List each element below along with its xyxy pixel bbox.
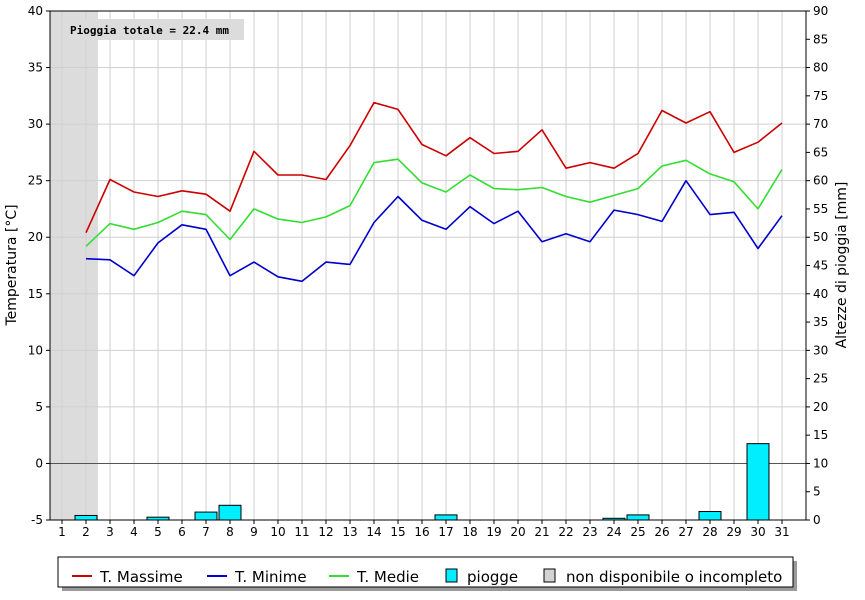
legend-label-avg: T. Medie [356, 568, 419, 586]
rain-bar-day-17 [434, 514, 458, 521]
y-left-tick-label: 20 [28, 230, 43, 244]
y-left-tick-label: 5 [35, 400, 43, 414]
legend-label-max: T. Massime [99, 568, 183, 586]
series-line-min [85, 179, 783, 283]
y-axis-left-label: Temperatura [°C] [4, 204, 20, 326]
y-right-tick-label: 30 [813, 343, 828, 357]
y-right-tick-label: 55 [813, 202, 828, 216]
y-right-tick-label: 50 [813, 230, 828, 244]
y-left-tick-label: 10 [28, 343, 43, 357]
x-tick-label: 11 [294, 525, 309, 539]
x-tick-label: 15 [390, 525, 405, 539]
x-tick-label: 25 [630, 525, 645, 539]
x-tick-label: 27 [678, 525, 693, 539]
rain-bar-day-2 [74, 514, 98, 521]
x-tick-label: 14 [366, 525, 381, 539]
x-tick-label: 28 [702, 525, 717, 539]
x-tick-label: 18 [462, 525, 477, 539]
y-right-tick-label: 60 [813, 174, 828, 188]
x-tick-label: 12 [318, 525, 333, 539]
x-tick-label: 22 [558, 525, 573, 539]
series-line-avg [85, 158, 783, 247]
x-tick-label: 5 [154, 525, 162, 539]
x-tick-label: 26 [654, 525, 669, 539]
y-right-tick-label: 10 [813, 456, 828, 470]
legend-swatch-unavailable [543, 568, 556, 583]
rain-bar-day-25 [626, 514, 650, 521]
rain-total-annotation: Pioggia totale = 22.4 mm [70, 24, 229, 37]
x-tick-label: 23 [582, 525, 597, 539]
y-axis-right-label: Altezze di pioggia [mm] [834, 182, 850, 349]
x-tick-label: 6 [178, 525, 186, 539]
rain-bar-day-30 [746, 443, 770, 521]
y-left-tick-label: 25 [28, 174, 43, 188]
legend-box [57, 556, 794, 588]
x-tick-label: 20 [510, 525, 525, 539]
y-right-tick-label: 75 [813, 89, 828, 103]
rain-bar-day-7 [194, 511, 218, 521]
x-tick-label: 9 [250, 525, 258, 539]
y-right-tick-label: 5 [813, 485, 821, 499]
x-tick-label: 2 [82, 525, 90, 539]
y-right-tick-label: 35 [813, 315, 828, 329]
x-tick-label: 21 [534, 525, 549, 539]
rain-bar-day-28 [698, 511, 722, 521]
y-right-tick-label: 45 [813, 259, 828, 273]
legend: T. Massime T. Minime T. Medie piogge non… [57, 556, 797, 591]
y-right-tick-label: 80 [813, 61, 828, 75]
y-right-tick-label: 85 [813, 32, 828, 46]
x-tick-label: 29 [726, 525, 741, 539]
x-tick-label: 10 [270, 525, 285, 539]
legend-label-unavailable: non disponibile o incompleto [566, 568, 782, 586]
y-right-tick-label: 90 [813, 4, 828, 18]
y-left-tick-label: -5 [31, 513, 43, 527]
x-tick-label: 16 [414, 525, 429, 539]
y-left-tick-label: 30 [28, 117, 43, 131]
y-right-tick-label: 70 [813, 117, 828, 131]
x-tick-label: 3 [106, 525, 114, 539]
rain-total-box [66, 19, 244, 40]
y-left-tick-label: 15 [28, 287, 43, 301]
x-tick-label: 7 [202, 525, 210, 539]
y-right-tick-label: 0 [813, 513, 821, 527]
y-left-tick-label: 40 [28, 4, 43, 18]
y-right-tick-label: 25 [813, 372, 828, 386]
x-tick-label: 4 [130, 525, 138, 539]
rain-bar-day-8 [218, 504, 242, 521]
x-tick-label: 19 [486, 525, 501, 539]
x-tick-label: 13 [342, 525, 357, 539]
y-right-tick-label: 65 [813, 145, 828, 159]
legend-label-min: T. Minime [234, 568, 307, 586]
x-tick-label: 1 [58, 525, 66, 539]
y-right-tick-label: 40 [813, 287, 828, 301]
y-left-tick-label: 0 [35, 456, 43, 470]
x-tick-label: 8 [226, 525, 234, 539]
y-left-tick-label: 35 [28, 61, 43, 75]
legend-label-rain: piogge [467, 568, 518, 586]
y-right-tick-label: 20 [813, 400, 828, 414]
series-line-max [85, 101, 783, 234]
legend-swatch-rain [445, 568, 458, 583]
x-tick-label: 17 [438, 525, 453, 539]
x-tick-label: 30 [750, 525, 765, 539]
y-right-tick-label: 15 [813, 428, 828, 442]
x-tick-label: 24 [606, 525, 621, 539]
x-tick-label: 31 [774, 525, 789, 539]
